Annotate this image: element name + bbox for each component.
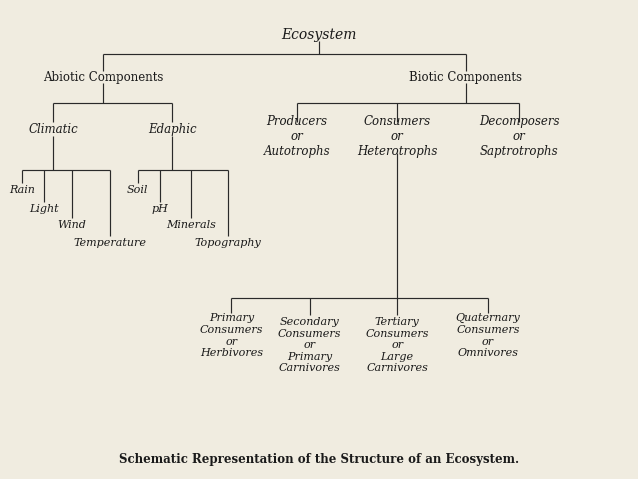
Text: Tertiary
Consumers
or
Large
Carnivores: Tertiary Consumers or Large Carnivores [366, 317, 429, 373]
Text: Soil: Soil [127, 185, 149, 195]
Text: Temperature: Temperature [73, 238, 146, 248]
Text: Minerals: Minerals [166, 220, 216, 230]
Text: Abiotic Components: Abiotic Components [43, 71, 163, 84]
Text: Wind: Wind [57, 220, 87, 230]
Text: Secondary
Consumers
or
Primary
Carnivores: Secondary Consumers or Primary Carnivore… [278, 317, 341, 373]
Text: Light: Light [29, 204, 59, 214]
Text: Schematic Representation of the Structure of an Ecosystem.: Schematic Representation of the Structur… [119, 453, 519, 466]
Text: Climatic: Climatic [29, 123, 78, 136]
Text: Edaphic: Edaphic [148, 123, 197, 136]
Text: Biotic Components: Biotic Components [410, 71, 523, 84]
Text: Decomposers
or
Saptrotrophs: Decomposers or Saptrotrophs [479, 115, 560, 158]
Text: Topography: Topography [195, 238, 262, 248]
Text: Rain: Rain [9, 185, 35, 195]
Text: Producers
or
Autotrophs: Producers or Autotrophs [263, 115, 330, 158]
Text: pH: pH [151, 204, 168, 214]
Text: Consumers
or
Heterotrophs: Consumers or Heterotrophs [357, 115, 437, 158]
Text: Ecosystem: Ecosystem [281, 28, 357, 42]
Text: Quaternary
Consumers
or
Omnivores: Quaternary Consumers or Omnivores [456, 313, 520, 358]
Text: Primary
Consumers
or
Herbivores: Primary Consumers or Herbivores [200, 313, 263, 358]
